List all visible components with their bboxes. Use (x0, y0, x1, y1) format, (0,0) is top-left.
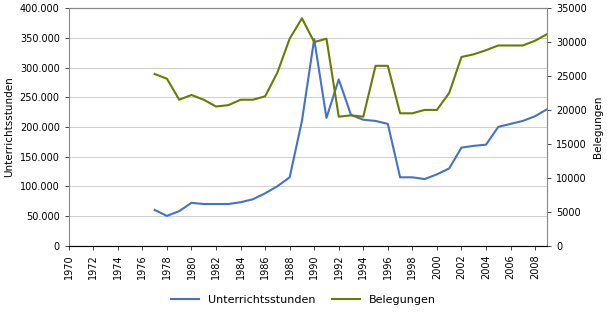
Line: Belegungen: Belegungen (155, 18, 548, 117)
Unterrichtsstunden (421, 177, 429, 181)
Unterrichtsstunden (311, 37, 318, 41)
Belegungen (433, 108, 441, 112)
Unterrichtsstunden (225, 202, 232, 206)
Unterrichtsstunden (262, 192, 269, 195)
Belegungen (175, 98, 183, 102)
Belegungen (544, 32, 551, 36)
Unterrichtsstunden (212, 202, 220, 206)
Belegungen (384, 64, 392, 68)
Belegungen (483, 48, 490, 52)
Unterrichtsstunden (532, 114, 539, 118)
Belegungen (237, 98, 244, 102)
Unterrichtsstunden (446, 167, 453, 170)
Unterrichtsstunden (237, 200, 244, 204)
Belegungen (262, 94, 269, 98)
Belegungen (274, 71, 281, 74)
Unterrichtsstunden (396, 175, 404, 179)
Belegungen (311, 40, 318, 44)
Belegungen (225, 103, 232, 107)
Belegungen (163, 77, 171, 81)
Belegungen (347, 113, 354, 117)
Unterrichtsstunden (274, 184, 281, 188)
Belegungen (188, 93, 195, 97)
Belegungen (335, 115, 342, 118)
Belegungen (532, 39, 539, 43)
Unterrichtsstunden (409, 175, 416, 179)
Unterrichtsstunden (495, 125, 502, 129)
Unterrichtsstunden (286, 175, 293, 179)
Belegungen (212, 105, 220, 108)
Y-axis label: Belegungen: Belegungen (593, 96, 603, 158)
Unterrichtsstunden (384, 122, 392, 126)
Unterrichtsstunden (372, 119, 379, 123)
Unterrichtsstunden (249, 198, 257, 201)
Belegungen (421, 108, 429, 112)
Belegungen (396, 112, 404, 115)
Belegungen (409, 112, 416, 115)
Unterrichtsstunden (507, 122, 514, 126)
Belegungen (249, 98, 257, 102)
Unterrichtsstunden (175, 209, 183, 213)
Belegungen (298, 16, 305, 20)
Legend: Unterrichtsstunden, Belegungen: Unterrichtsstunden, Belegungen (167, 290, 440, 309)
Y-axis label: Unterrichtsstunden: Unterrichtsstunden (4, 77, 14, 177)
Unterrichtsstunden (347, 113, 354, 117)
Unterrichtsstunden (433, 172, 441, 176)
Unterrichtsstunden (335, 77, 342, 81)
Unterrichtsstunden (188, 201, 195, 205)
Belegungen (507, 43, 514, 47)
Belegungen (519, 43, 526, 47)
Unterrichtsstunden (470, 144, 477, 148)
Unterrichtsstunden (298, 119, 305, 123)
Unterrichtsstunden (323, 116, 330, 120)
Belegungen (323, 37, 330, 41)
Belegungen (495, 43, 502, 47)
Belegungen (372, 64, 379, 68)
Line: Unterrichtsstunden: Unterrichtsstunden (155, 39, 548, 216)
Unterrichtsstunden (359, 118, 367, 122)
Belegungen (200, 98, 208, 102)
Belegungen (446, 91, 453, 95)
Belegungen (151, 72, 158, 76)
Unterrichtsstunden (483, 143, 490, 146)
Belegungen (470, 52, 477, 56)
Unterrichtsstunden (458, 146, 465, 150)
Unterrichtsstunden (200, 202, 208, 206)
Unterrichtsstunden (544, 107, 551, 111)
Belegungen (286, 37, 293, 41)
Unterrichtsstunden (151, 208, 158, 212)
Unterrichtsstunden (163, 214, 171, 218)
Unterrichtsstunden (519, 119, 526, 123)
Belegungen (458, 55, 465, 59)
Belegungen (359, 115, 367, 118)
